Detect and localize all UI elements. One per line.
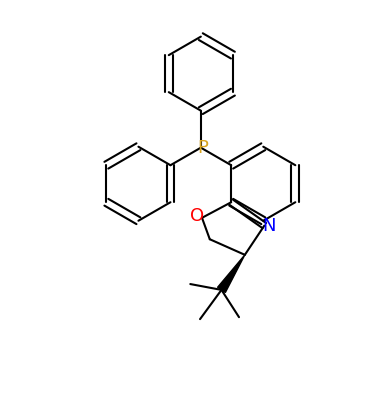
Polygon shape [218, 255, 245, 292]
Text: N: N [262, 217, 276, 235]
Text: O: O [190, 207, 204, 225]
Text: P: P [197, 139, 208, 157]
